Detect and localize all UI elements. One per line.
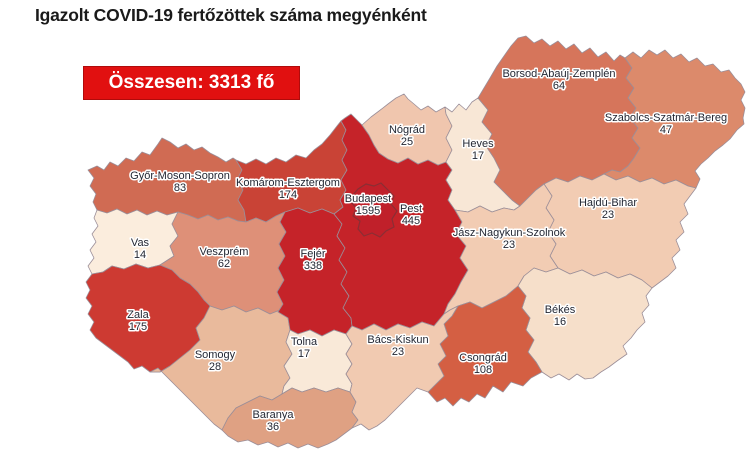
county-label-tolna: Tolna: [291, 336, 318, 348]
county-label-vas: Vas: [131, 237, 150, 249]
county-label-csongrad: Csongrád: [459, 352, 507, 364]
county-label-szabolcs: Szabolcs-Szatmár-Bereg: [605, 112, 727, 124]
county-shape-szabolcs: [603, 49, 746, 189]
county-shape-budapest: [350, 182, 398, 238]
county-shape-bacs: [345, 305, 459, 431]
county-value-somogy: 28: [209, 361, 221, 373]
county-label-jasz: Jász-Nagykun-Szolnok: [453, 227, 566, 239]
county-label-hajdu: Hajdú-Bihar: [579, 197, 637, 209]
county-label-gyor: Győr-Moson-Sopron: [130, 170, 230, 182]
county-label-heves: Heves: [462, 138, 494, 150]
county-label-budapest: Budapest: [345, 193, 391, 205]
county-value-tolna: 17: [298, 348, 310, 360]
county-shape-hajdu: [543, 173, 697, 289]
county-label-zala: Zala: [127, 309, 149, 321]
county-value-budapest: 1595: [356, 205, 380, 217]
county-value-pest: 445: [402, 215, 420, 227]
county-label-borsod: Borsod-Abaúj-Zemplén: [502, 68, 615, 80]
county-value-borsod: 64: [553, 80, 565, 92]
county-label-nograd: Nógrád: [389, 124, 425, 136]
county-shape-komarom: [235, 120, 348, 223]
county-value-veszprem: 62: [218, 258, 230, 270]
county-value-csongrad: 108: [474, 364, 492, 376]
county-value-nograd: 25: [401, 136, 413, 148]
county-label-bekes: Békés: [545, 304, 576, 316]
county-shape-bekes: [517, 267, 653, 381]
county-value-szabolcs: 47: [660, 124, 672, 136]
county-label-veszprem: Veszprém: [200, 246, 249, 258]
county-value-hajdu: 23: [602, 209, 614, 221]
county-label-fejer: Fejér: [300, 248, 325, 260]
county-label-somogy: Somogy: [195, 349, 236, 361]
county-value-zala: 175: [129, 321, 147, 333]
page-title: Igazolt COVID-19 fertőzöttek száma megyé…: [35, 5, 427, 25]
county-value-jasz: 23: [503, 239, 515, 251]
county-label-baranya: Baranya: [253, 409, 295, 421]
county-label-bacs: Bács-Kiskun: [367, 334, 428, 346]
county-value-heves: 17: [472, 150, 484, 162]
county-value-bekes: 16: [554, 316, 566, 328]
county-value-gyor: 83: [174, 182, 186, 194]
county-value-fejer: 338: [304, 260, 322, 272]
county-value-vas: 14: [134, 249, 146, 261]
county-value-bacs: 23: [392, 346, 404, 358]
county-value-baranya: 36: [267, 421, 279, 433]
county-label-komarom: Komárom-Esztergom: [236, 177, 340, 189]
county-label-pest: Pest: [400, 203, 422, 215]
total-badge: Összesen: 3313 fő: [83, 66, 300, 100]
county-value-komarom: 174: [279, 189, 297, 201]
